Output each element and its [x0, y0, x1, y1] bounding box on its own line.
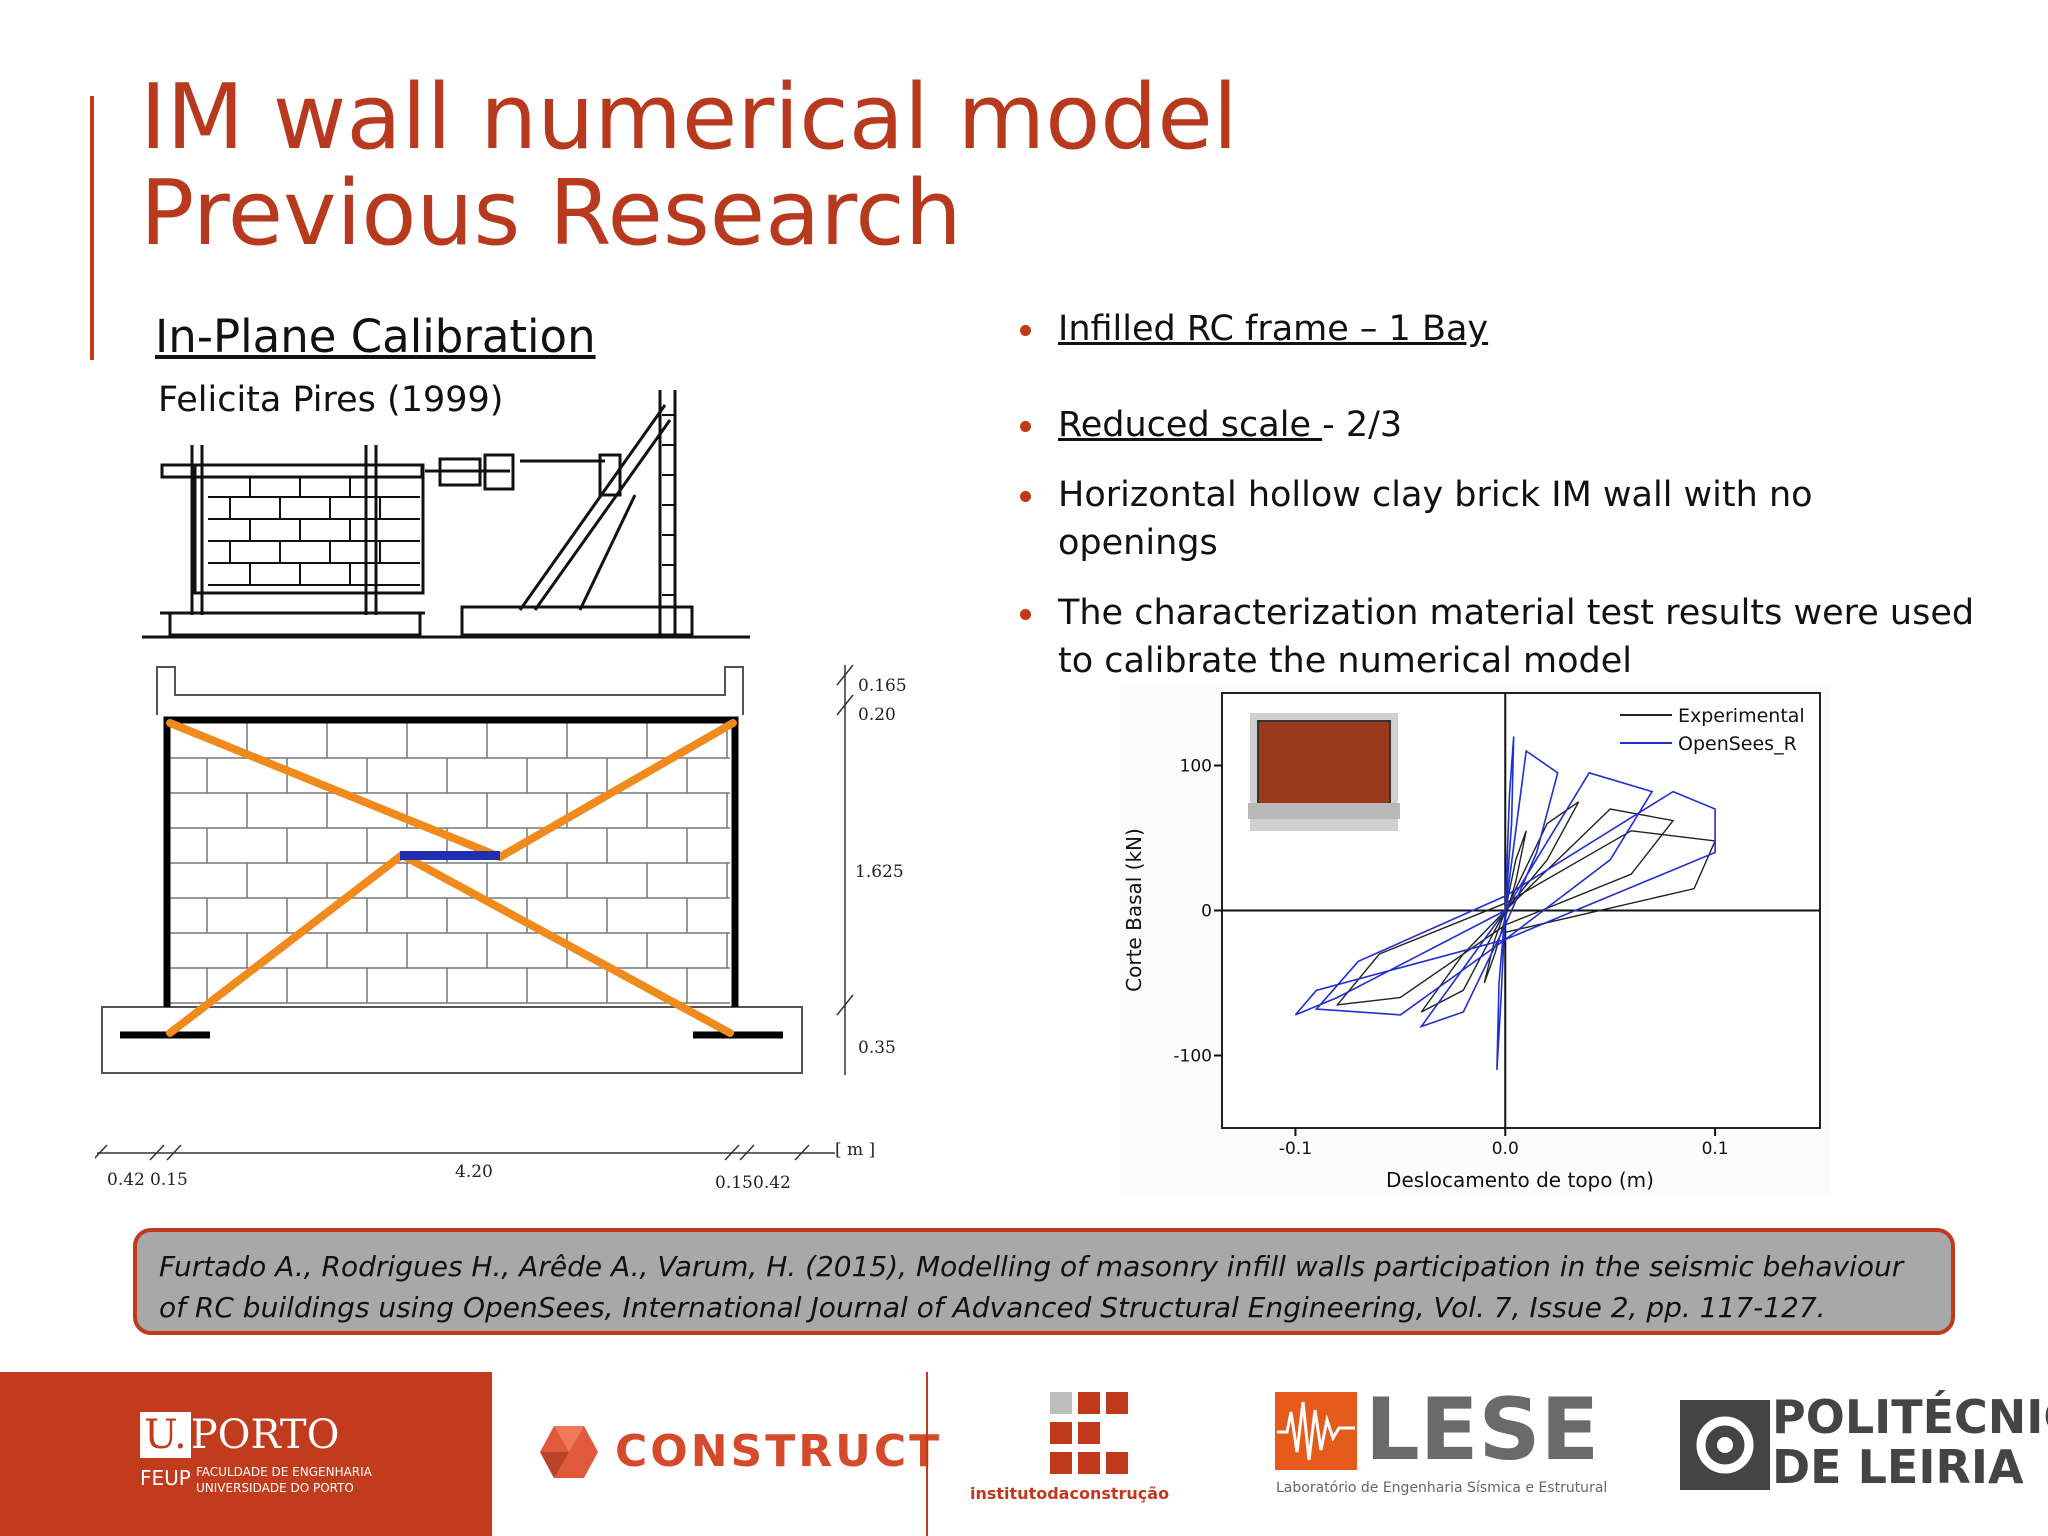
politecnico-icon	[1680, 1400, 1770, 1490]
bullet-item: Infilled RC frame – 1 Bay	[1020, 305, 1980, 353]
reference-text: Furtado A., Rodrigues H., Arêde A., Varu…	[159, 1250, 1904, 1324]
dim-label: 0.15	[715, 1173, 753, 1193]
dim-label: 0.15	[150, 1170, 188, 1190]
uporto-u: U.	[140, 1412, 191, 1458]
lese-subtitle: Laboratório de Engenharia Sísmica e Estr…	[1276, 1480, 1608, 1496]
bullet-item: Reduced scale - 2/3	[1020, 401, 1980, 449]
author-citation: Felicita Pires (1999)	[158, 380, 504, 420]
bullet-item: The characterization material test resul…	[1020, 589, 1980, 685]
uporto-logo: U. PORTO FEUP FACULDADE DE ENGENHARIA UNI…	[0, 1372, 492, 1536]
legend: Experimental OpenSees_R	[1620, 705, 1805, 755]
politecnico-logo: POLITÉCNICO DE LEIRIA	[1772, 1392, 2048, 1492]
slide-title: IM wall numerical model Previous Researc…	[140, 70, 1238, 262]
x-tick-label: 0.0	[1492, 1139, 1519, 1159]
legend-label: OpenSees_R	[1678, 733, 1797, 755]
instituto-logo: institutodaconstrução	[970, 1484, 1170, 1503]
uporto-porto: PORTO	[190, 1412, 340, 1458]
x-tick-label: -0.1	[1279, 1139, 1312, 1159]
bullet-item: Horizontal hollow clay brick IM wall wit…	[1020, 471, 1980, 567]
specimen-inset	[1248, 713, 1400, 831]
politecnico-line: DE LEIRIA	[1772, 1440, 2024, 1494]
feup-line: UNIVERSIDADE DO PORTO	[196, 1481, 354, 1495]
politecnico-line: POLITÉCNICO	[1772, 1390, 2048, 1444]
series-line-opensees	[1294, 736, 1716, 1071]
unit-label: [ m ]	[835, 1140, 875, 1160]
numerical-model-drawing: 0.165 0.20 1.625 0.35 [ m ] 0.42 0.15 4.…	[95, 664, 907, 1193]
footer-logos: U. PORTO FEUP FACULDADE DE ENGENHARIA UNI…	[0, 1372, 2048, 1536]
y-tick-label: -100	[1173, 1047, 1212, 1067]
test-rig-drawing	[142, 390, 750, 639]
title-line-2: Previous Research	[140, 161, 962, 266]
y-axis-label: Corte Basal (kN)	[1122, 828, 1146, 992]
construct-icon	[540, 1426, 598, 1478]
reference-box: Furtado A., Rodrigues H., Arêde A., Varu…	[133, 1228, 1955, 1335]
accent-bar	[90, 96, 94, 360]
feup-line: FACULDADE DE ENGENHARIA	[196, 1465, 372, 1479]
hysteresis-chart: -0.1 0.0 0.1 100 0 -100 Deslocamento de …	[1120, 685, 1830, 1195]
seismograph-icon	[1275, 1392, 1357, 1470]
dim-label: 1.625	[855, 862, 904, 882]
dim-label: 0.42	[753, 1173, 791, 1193]
x-axis-label: Deslocamento de topo (m)	[1386, 1168, 1654, 1192]
dim-label: 0.42	[107, 1170, 145, 1190]
dim-label: 4.20	[455, 1162, 493, 1182]
lese-logo: LESE	[1365, 1380, 1600, 1480]
x-tick-label: 0.1	[1702, 1139, 1729, 1159]
dim-label: 0.35	[858, 1038, 896, 1058]
y-tick-label: 0	[1201, 902, 1212, 922]
feup-label: FEUP	[140, 1466, 191, 1490]
footer-divider	[926, 1372, 928, 1536]
dim-label: 0.165	[858, 676, 907, 696]
construct-logo: CONSTRUCT	[615, 1426, 943, 1477]
subheading: In-Plane Calibration	[155, 310, 596, 363]
instituto-icon	[1050, 1392, 1128, 1474]
title-line-1: IM wall numerical model	[140, 65, 1238, 170]
dim-label: 0.20	[858, 705, 896, 725]
legend-label: Experimental	[1678, 705, 1805, 727]
bullet-list: Infilled RC frame – 1 Bay Reduced scale …	[1020, 305, 1980, 685]
y-tick-label: 100	[1180, 757, 1212, 777]
